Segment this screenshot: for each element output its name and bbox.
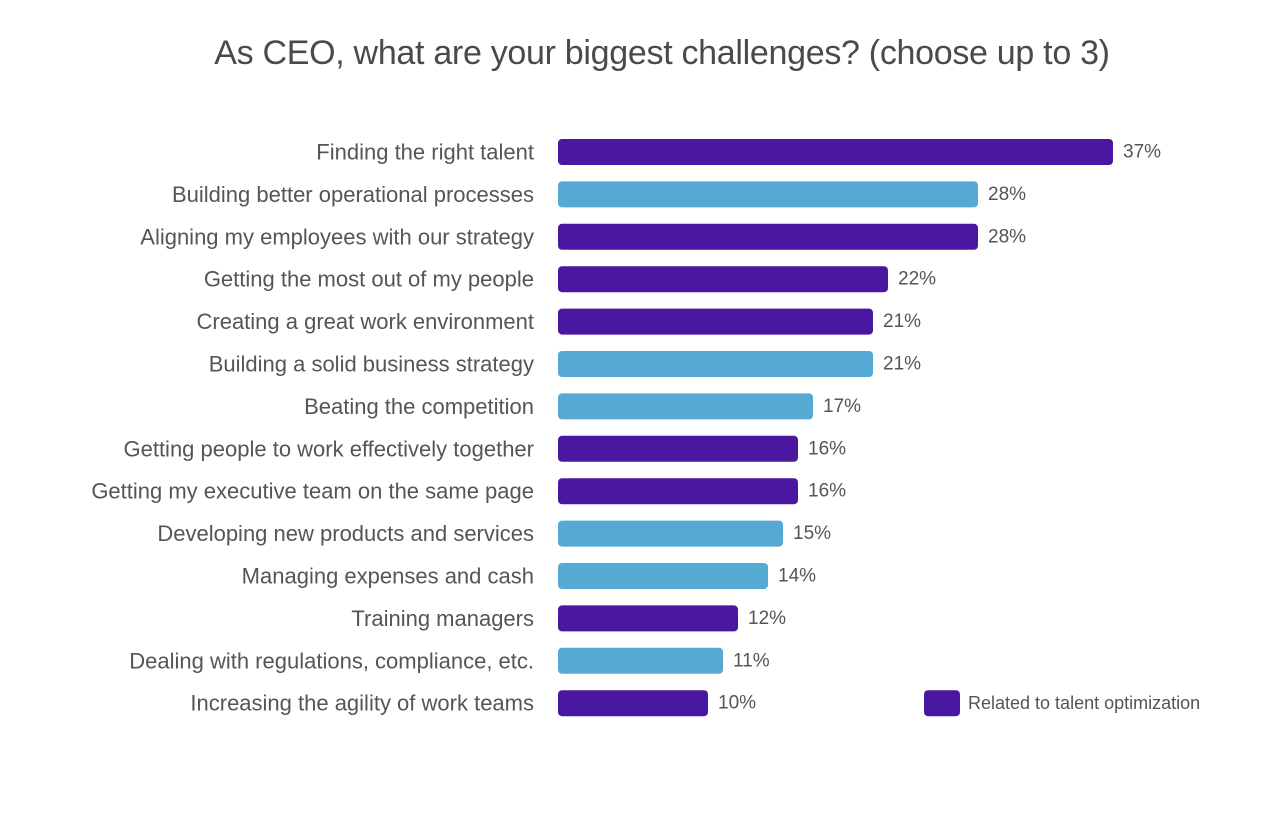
bar xyxy=(558,520,783,547)
value-label: 14% xyxy=(778,566,816,587)
category-label: Training managers xyxy=(351,606,534,631)
category-label: Finding the right talent xyxy=(316,140,534,165)
category-label: Getting people to work effectively toget… xyxy=(123,436,534,461)
category-label: Creating a great work environment xyxy=(197,309,535,334)
value-label: 10% xyxy=(718,693,756,714)
value-labels: 37% 28% 28% 22% 21% 21% 17% 16% 16% 15% 14% 12% 11% 1… xyxy=(718,142,1161,714)
bar xyxy=(558,605,738,632)
category-label: Building better operational processes xyxy=(172,182,534,207)
value-label: 12% xyxy=(748,608,786,629)
value-label: 15% xyxy=(793,523,831,544)
bar xyxy=(558,435,798,462)
category-label: Getting my executive team on the same pa… xyxy=(91,479,534,504)
value-label: 21% xyxy=(883,311,921,332)
category-label: Developing new products and services xyxy=(157,521,534,546)
category-label: Managing expenses and cash xyxy=(242,564,534,589)
bars xyxy=(558,139,1113,717)
bar xyxy=(558,223,978,250)
bar xyxy=(558,351,873,377)
category-label: Getting the most out of my people xyxy=(204,267,534,292)
category-label: Increasing the agility of work teams xyxy=(190,691,534,716)
value-label: 21% xyxy=(883,354,921,375)
chart-title: As CEO, what are your biggest challenges… xyxy=(214,34,1110,72)
bar xyxy=(558,478,798,505)
bar xyxy=(558,690,708,717)
value-label: 28% xyxy=(988,184,1026,205)
bar xyxy=(558,563,768,589)
bar xyxy=(558,266,888,293)
bar xyxy=(558,181,978,208)
legend-label: Related to talent optimization xyxy=(968,693,1200,713)
legend-swatch xyxy=(924,690,960,717)
bar xyxy=(558,647,723,674)
value-label: 11% xyxy=(733,650,770,671)
category-label: Building a solid business strategy xyxy=(209,352,534,377)
category-label: Dealing with regulations, compliance, et… xyxy=(129,648,534,673)
bar xyxy=(558,393,813,420)
value-label: 16% xyxy=(808,481,846,502)
bar xyxy=(558,139,1113,165)
category-labels: Finding the right talent Building better … xyxy=(91,140,534,716)
value-label: 22% xyxy=(898,269,936,290)
value-label: 17% xyxy=(823,396,861,417)
category-label: Beating the competition xyxy=(304,394,534,419)
value-label: 16% xyxy=(808,438,846,459)
category-label: Aligning my employees with our strategy xyxy=(140,224,534,249)
bar xyxy=(558,308,873,335)
legend: Related to talent optimization xyxy=(924,690,1200,717)
value-label: 37% xyxy=(1123,142,1161,163)
value-label: 28% xyxy=(988,226,1026,247)
